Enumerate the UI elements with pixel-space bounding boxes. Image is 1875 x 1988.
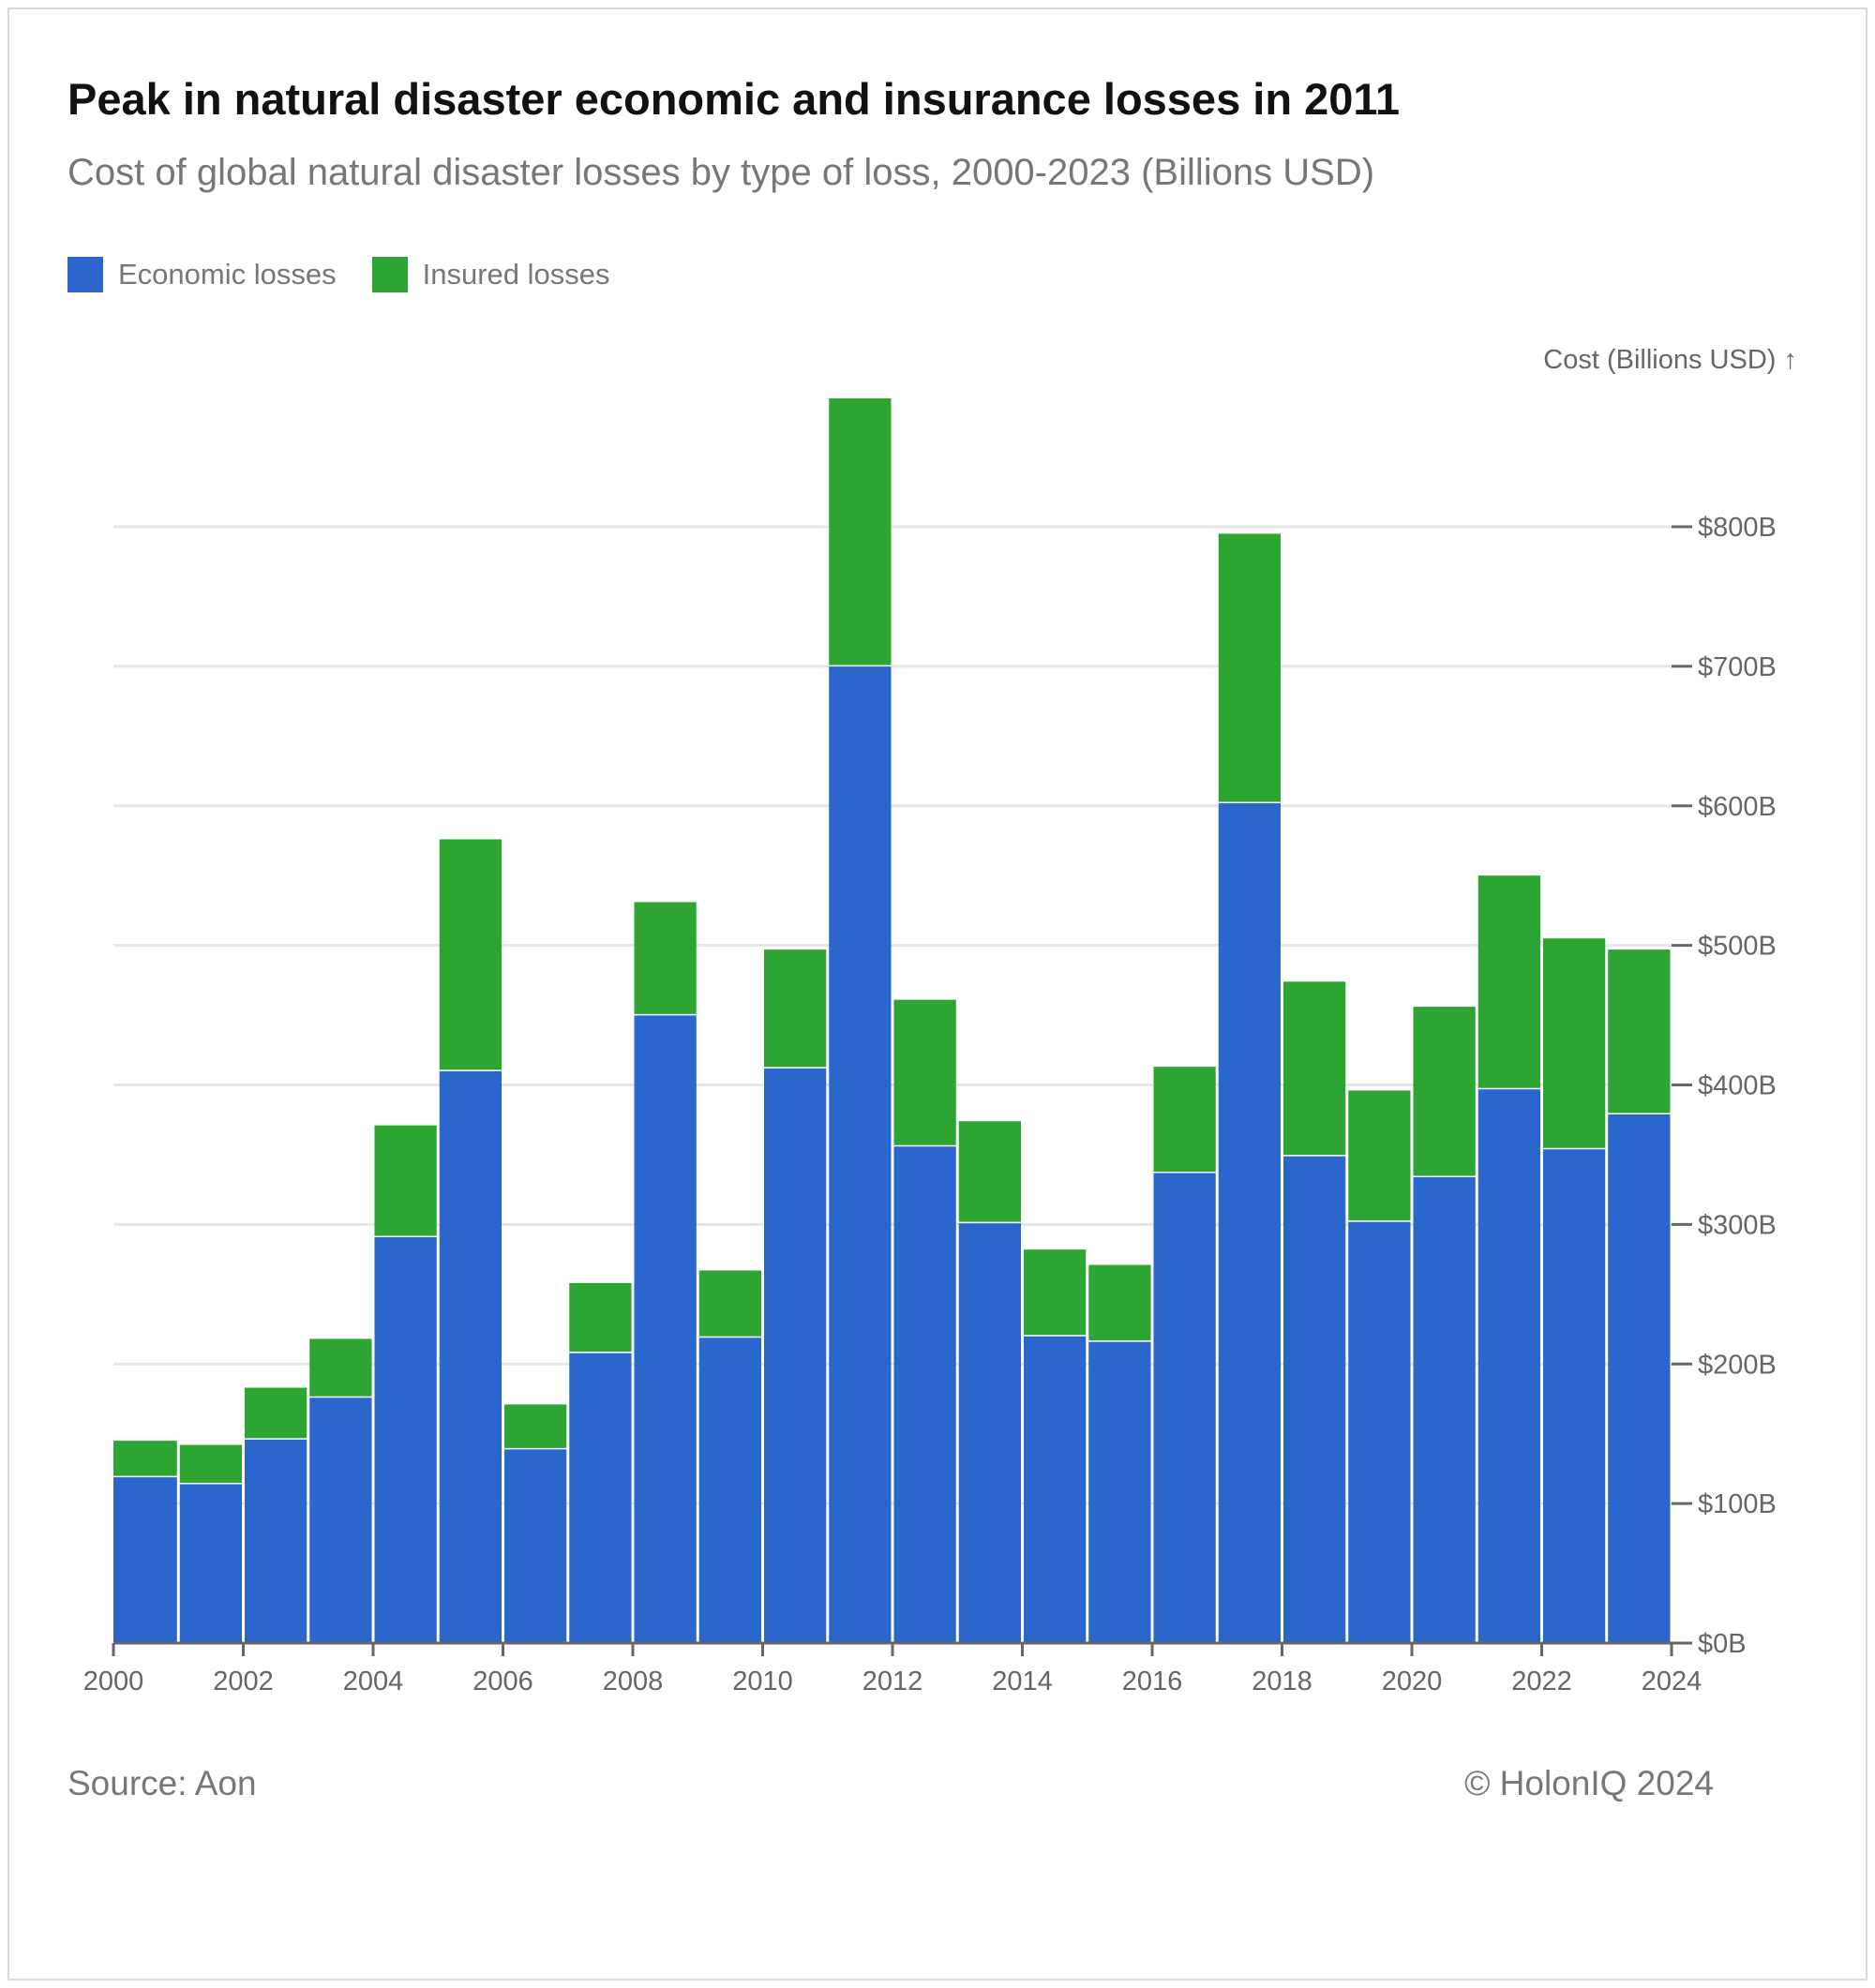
x-tick-label: 2004: [343, 1667, 404, 1697]
bar-insured-2004: [374, 1125, 437, 1236]
bar-insured-2007: [569, 1282, 632, 1353]
bar-insured-2002: [245, 1387, 308, 1439]
chart-subtitle: Cost of global natural disaster losses b…: [68, 152, 1375, 193]
bar-economic-2020: [1413, 1176, 1476, 1643]
legend-item-insured[interactable]: Insured losses: [371, 257, 610, 292]
bar-insured-2009: [698, 1270, 761, 1337]
bar-insured-2019: [1348, 1090, 1411, 1221]
y-tick-label: $100B: [1698, 1489, 1777, 1519]
bar-insured-2006: [504, 1404, 567, 1449]
bar-economic-2002: [245, 1439, 308, 1643]
bar-insured-2003: [309, 1338, 372, 1397]
bar-insured-2012: [893, 999, 956, 1146]
bar-economic-2014: [1024, 1336, 1087, 1643]
y-axis-title: Cost (Billions USD) ↑: [1543, 345, 1797, 375]
bar-economic-2023: [1608, 1114, 1671, 1643]
x-tick-label: 2020: [1382, 1667, 1443, 1697]
y-tick-label: $0B: [1698, 1629, 1747, 1659]
bars: [113, 398, 1671, 1643]
source-note: Source: Aon: [68, 1764, 257, 1802]
y-tick-label: $300B: [1698, 1210, 1777, 1240]
bar-insured-2008: [634, 902, 697, 1015]
bar-economic-2019: [1348, 1221, 1411, 1643]
bar-economic-2022: [1543, 1148, 1606, 1643]
x-tick-label: 2014: [992, 1667, 1053, 1697]
bar-economic-2017: [1218, 802, 1281, 1643]
bar-insured-2015: [1088, 1264, 1151, 1341]
bar-insured-2001: [179, 1444, 242, 1484]
x-tick-label: 2006: [472, 1667, 533, 1697]
bar-insured-2013: [958, 1121, 1021, 1222]
x-tick-label: 2012: [862, 1667, 923, 1697]
bar-economic-2018: [1283, 1156, 1346, 1643]
bar-economic-2012: [893, 1146, 956, 1643]
grid-lines: [113, 525, 1672, 1505]
y-tick-label: $600B: [1698, 792, 1777, 822]
bar-insured-2011: [829, 398, 892, 665]
y-axis: $0B $100B $200B $300B $400B $500B $600B $700B $8…: [1672, 513, 1777, 1659]
bar-economic-2011: [829, 665, 892, 1643]
bar-economic-2015: [1088, 1341, 1151, 1643]
bar-economic-2001: [179, 1484, 242, 1643]
bar-insured-2010: [764, 949, 827, 1068]
bar-economic-2021: [1478, 1088, 1540, 1643]
bar-insured-2022: [1543, 938, 1606, 1148]
bar-insured-2017: [1218, 533, 1281, 802]
bar-economic-2009: [698, 1337, 761, 1643]
bar-insured-2014: [1024, 1249, 1087, 1336]
x-tick-label: 2008: [603, 1667, 664, 1697]
x-tick-label: 2000: [83, 1667, 144, 1697]
bar-insured-2021: [1478, 875, 1540, 1088]
bar-economic-2016: [1153, 1173, 1216, 1643]
bar-insured-2018: [1283, 981, 1346, 1156]
y-tick-label: $400B: [1698, 1071, 1777, 1101]
bar-insured-2020: [1413, 1007, 1476, 1176]
x-tick-label: 2002: [213, 1667, 274, 1697]
bar-economic-2007: [569, 1353, 632, 1643]
x-tick-label: 2016: [1122, 1667, 1183, 1697]
copyright-note: © HolonIQ 2024: [1464, 1764, 1714, 1802]
x-tick-label: 2010: [732, 1667, 793, 1697]
bar-insured-2005: [439, 839, 502, 1070]
bar-economic-2003: [309, 1397, 372, 1643]
legend-swatch-economic: [68, 257, 103, 292]
bar-economic-2013: [958, 1222, 1021, 1643]
y-tick-label: $700B: [1698, 652, 1777, 682]
y-tick-label: $800B: [1698, 513, 1777, 543]
bar-insured-2000: [113, 1441, 177, 1476]
legend-swatch-insured: [371, 257, 408, 292]
x-tick-label: 2024: [1642, 1667, 1702, 1697]
bar-economic-2008: [634, 1015, 697, 1643]
bar-insured-2023: [1608, 949, 1671, 1114]
bar-economic-2005: [439, 1070, 502, 1643]
bar-economic-2000: [113, 1476, 177, 1643]
chart-title: Peak in natural disaster economic and in…: [68, 74, 1401, 124]
bar-insured-2016: [1153, 1067, 1216, 1173]
y-tick-label: $500B: [1698, 932, 1777, 962]
bar-economic-2010: [764, 1068, 827, 1643]
y-tick-label: $200B: [1698, 1350, 1777, 1380]
bar-economic-2006: [504, 1449, 567, 1643]
legend-label-insured: Insured losses: [422, 258, 610, 291]
legend-label-economic: Economic losses: [118, 258, 337, 291]
legend: Economic losses Insured losses: [68, 257, 645, 292]
legend-item-economic[interactable]: Economic losses: [68, 257, 337, 292]
bar-economic-2004: [374, 1236, 437, 1643]
x-tick-label: 2022: [1511, 1667, 1572, 1697]
x-axis: 2000 2002 2004 2006 2008 2010 2012 2014 2016 2018…: [83, 1641, 1702, 1697]
x-tick-label: 2018: [1252, 1667, 1312, 1697]
